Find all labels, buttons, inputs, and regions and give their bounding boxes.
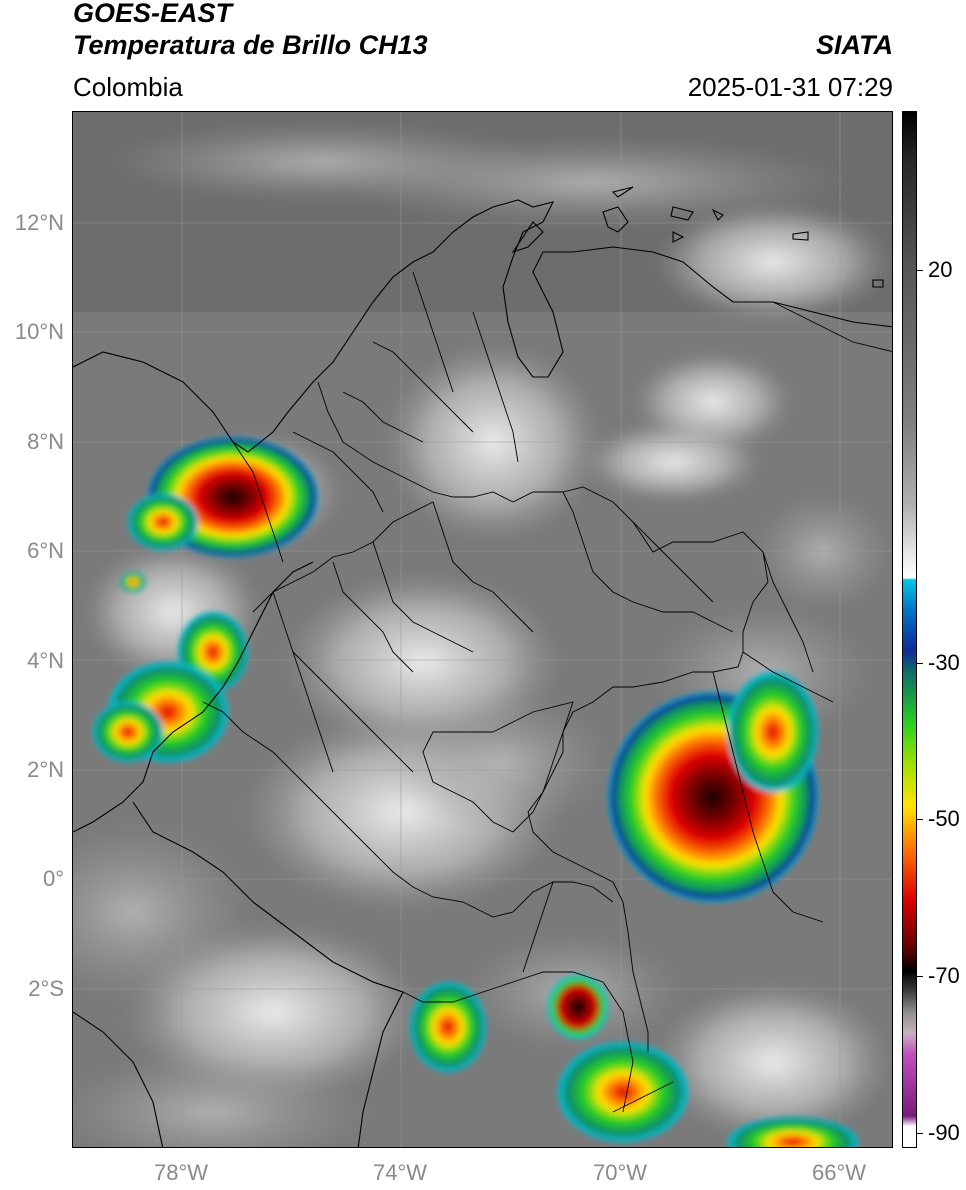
colorbar-label-minus50: -50 xyxy=(928,806,960,831)
lon-label-74w: 74°W xyxy=(372,1160,428,1185)
colorbar-label-minus30: -30 xyxy=(928,650,960,675)
title-satellite: GOES-EAST xyxy=(73,0,233,28)
title-product: Temperatura de Brillo CH13 xyxy=(73,30,428,60)
colorbar-label-minus70: -70 xyxy=(928,963,960,988)
title-datetime: 2025-01-31 07:29 xyxy=(687,72,893,102)
lat-label-12n: 12°N xyxy=(14,210,64,235)
lat-label-4n: 4°N xyxy=(27,648,64,673)
lon-label-70w: 70°W xyxy=(592,1160,648,1185)
colorbar-label-20: 20 xyxy=(928,257,953,282)
lon-label-66w: 66°W xyxy=(811,1160,867,1185)
colorbar-tick-mark xyxy=(917,976,923,977)
lat-label-8n: 8°N xyxy=(27,429,64,454)
title-agency: SIATA xyxy=(816,30,893,60)
gridlines xyxy=(73,112,892,1147)
lon-label-78w: 78°W xyxy=(153,1160,209,1185)
colorbar-tick-mark xyxy=(917,663,923,664)
convective-storms xyxy=(93,437,858,1147)
lat-label-2n: 2°N xyxy=(27,757,64,782)
map-canvas xyxy=(73,112,892,1147)
borders xyxy=(202,271,892,1113)
cloud-cover xyxy=(73,122,892,1147)
lat-label-0: 0° xyxy=(42,866,64,891)
satellite-map xyxy=(72,111,893,1148)
colorbar-tick-mark xyxy=(917,819,923,820)
colorbar-tick-mark xyxy=(917,1133,923,1134)
coastlines xyxy=(73,186,892,1147)
lat-label-6n: 6°N xyxy=(27,538,64,563)
storm-amazonas xyxy=(410,982,486,1072)
title-region: Colombia xyxy=(73,72,183,102)
colorbar-label-minus90: -90 xyxy=(928,1120,960,1145)
colorbar xyxy=(902,111,917,1148)
lat-label-2s: 2°S xyxy=(28,976,64,1001)
lat-label-10n: 10°N xyxy=(14,319,64,344)
colorbar-tick-mark xyxy=(917,270,923,271)
